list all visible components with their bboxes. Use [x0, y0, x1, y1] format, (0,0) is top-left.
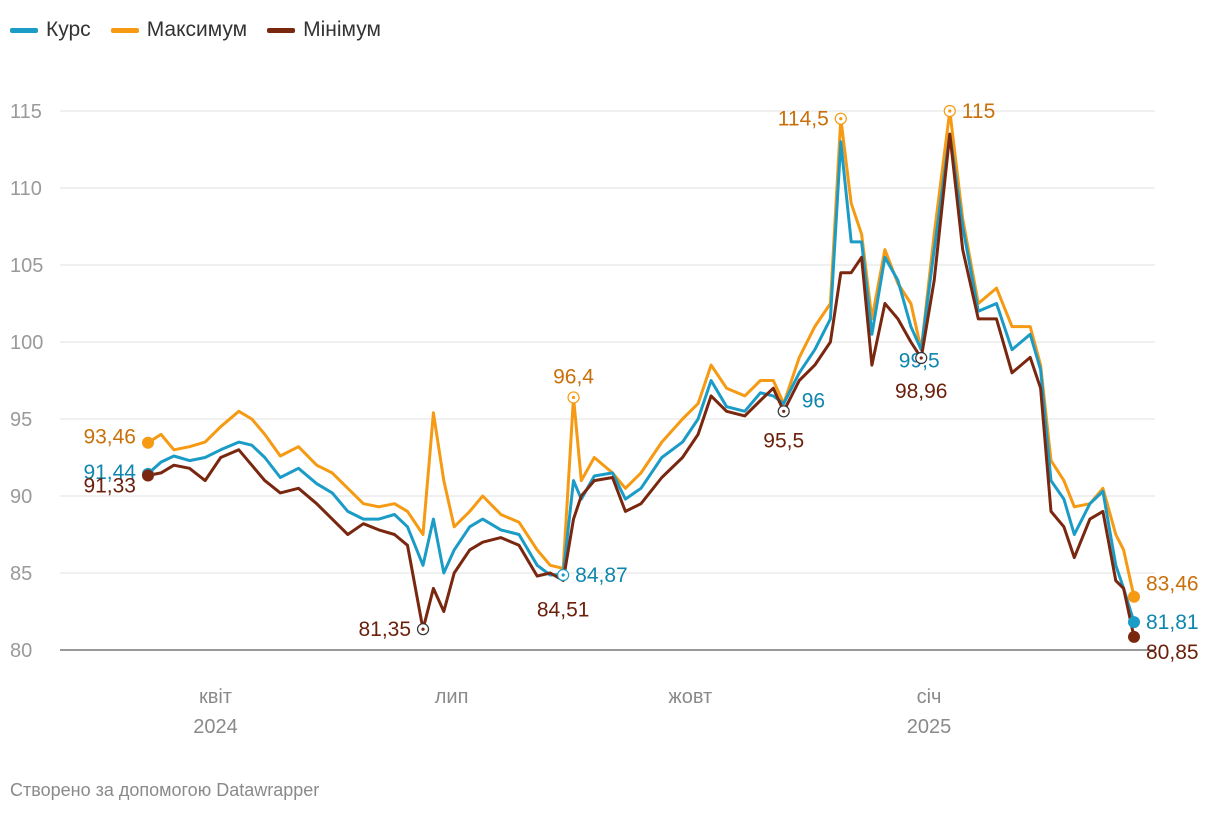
- series-line: [146, 132, 1136, 624]
- endpoint-dot: [1128, 630, 1140, 643]
- y-tick-label: 90: [10, 486, 32, 508]
- annotation-label: 91,44: [83, 461, 136, 484]
- annotation-label: 81,35: [358, 618, 411, 641]
- annotation-label: 83,46: [1146, 573, 1199, 596]
- annotation-label: 96,4: [553, 365, 594, 388]
- endpoint-dot: [1128, 616, 1140, 629]
- y-tick-label: 105: [10, 255, 43, 277]
- legend-swatch: [10, 27, 38, 33]
- legend-label: Мінімум: [303, 18, 381, 41]
- legend-swatch: [110, 27, 139, 33]
- highlight-marker-dot: [421, 627, 425, 631]
- legend-label: Курс: [46, 18, 91, 41]
- highlight-marker-dot: [948, 109, 952, 113]
- y-tick-label: 85: [10, 563, 32, 585]
- annotation-label: 81,81: [1146, 611, 1199, 634]
- legend-item-min: Мінімум: [267, 18, 381, 42]
- annotation-label: 95,5: [763, 429, 804, 452]
- endpoint-dot: [142, 469, 154, 482]
- x-tick-label: лип: [435, 686, 469, 708]
- legend-item-max: Максимум: [110, 18, 248, 42]
- annotation-label: 80,85: [1146, 641, 1199, 664]
- y-tick-label: 115: [10, 101, 42, 123]
- y-tick-label: 100: [10, 332, 43, 354]
- legend: Курс Максимум Мінімум: [10, 18, 381, 42]
- y-tick-label: 95: [10, 409, 32, 431]
- legend-label: Максимум: [146, 18, 248, 41]
- y-tick-label: 80: [10, 640, 32, 662]
- highlight-marker-dot: [782, 409, 786, 413]
- x-tick-label: січ: [917, 686, 942, 708]
- annotation-label: 115: [962, 100, 995, 123]
- annotation-label: 98,96: [895, 380, 948, 403]
- y-tick-label: 110: [10, 178, 42, 200]
- footer-credit: Створено за допомогою Datawrapper: [10, 780, 320, 800]
- annotation-label: 91,33: [83, 475, 136, 498]
- x-tick-year-label: 2024: [193, 716, 238, 738]
- endpoint-dot: [1128, 590, 1140, 603]
- series-line: [146, 109, 1136, 599]
- highlight-marker-dot: [571, 395, 576, 400]
- series-line: [146, 132, 1136, 639]
- legend-item-kurs: Курс: [10, 18, 91, 42]
- annotation-label: 96: [802, 390, 825, 413]
- x-tick-label: квіт: [199, 686, 232, 708]
- annotation-label: 84,51: [537, 599, 590, 622]
- endpoint-dot: [142, 436, 154, 449]
- x-tick-label: жовт: [668, 686, 712, 708]
- legend-swatch: [267, 27, 296, 33]
- highlight-marker-dot: [919, 356, 923, 360]
- highlight-marker-dot: [839, 117, 843, 121]
- x-tick-year-label: 2025: [907, 716, 952, 738]
- annotation-label: 84,87: [575, 564, 628, 587]
- annotation-label: 93,46: [83, 426, 136, 449]
- highlight-marker-dot: [561, 573, 565, 577]
- annotation-label: 114,5: [778, 108, 829, 131]
